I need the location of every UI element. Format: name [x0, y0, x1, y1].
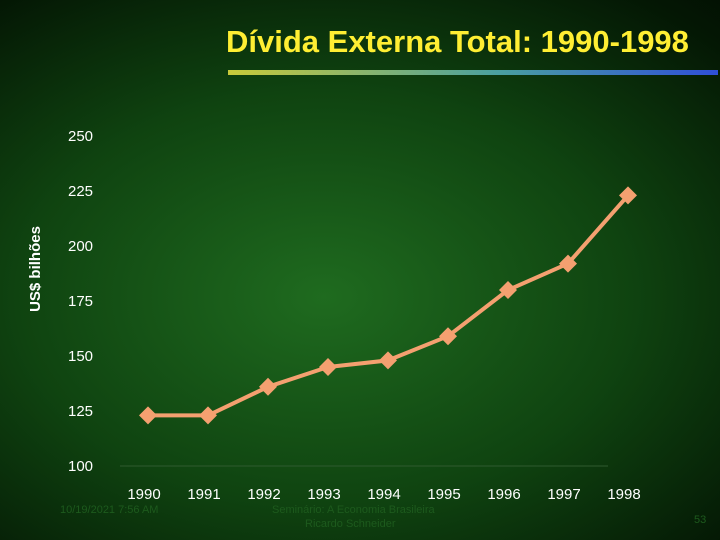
data-point [439, 327, 457, 346]
y-tick-label: 225 [68, 183, 93, 200]
x-tick-label: 1998 [607, 486, 640, 503]
y-tick-label: 250 [68, 128, 93, 145]
slide-title: Dívida Externa Total: 1990-1998 [226, 24, 689, 59]
footer-source: Seminário: A Economia Brasileira [272, 504, 435, 516]
footer-date: 10/19/2021 7:56 AM [60, 504, 159, 516]
y-axis-title: US$ bilhões [27, 226, 44, 312]
y-tick-label: 125 [68, 403, 93, 420]
data-point [319, 358, 337, 376]
x-tick-label: 1996 [487, 486, 520, 503]
data-point [379, 351, 397, 370]
data-point [199, 406, 217, 425]
x-tick-label: 1995 [427, 486, 460, 503]
x-tick-label: 1994 [367, 486, 400, 503]
data-point [139, 406, 157, 425]
y-tick-label: 200 [68, 238, 93, 255]
title-underline [228, 70, 718, 75]
data-point [499, 281, 517, 299]
y-tick-label: 100 [68, 458, 93, 475]
y-axis-title-group: US$ bilhões [27, 226, 44, 312]
y-axis-ticks: 100 125 150 175 200 225 250 [68, 128, 93, 475]
x-tick-label: 1997 [547, 486, 580, 503]
y-tick-label: 175 [68, 293, 93, 310]
y-tick-label: 150 [68, 348, 93, 365]
x-axis-ticks: 1990 1991 1992 1993 1994 1995 1996 1997 1998 [127, 486, 640, 503]
data-point [559, 254, 577, 273]
footer-author: Ricardo Schneider [305, 518, 396, 530]
series-group [139, 186, 637, 425]
data-point [259, 377, 277, 396]
x-tick-label: 1992 [247, 486, 280, 503]
x-tick-label: 1990 [127, 486, 160, 503]
x-tick-label: 1991 [187, 486, 220, 503]
series-line [148, 194, 630, 418]
x-tick-label: 1993 [307, 486, 340, 503]
page-number: 53 [694, 514, 707, 526]
data-point [619, 186, 637, 205]
